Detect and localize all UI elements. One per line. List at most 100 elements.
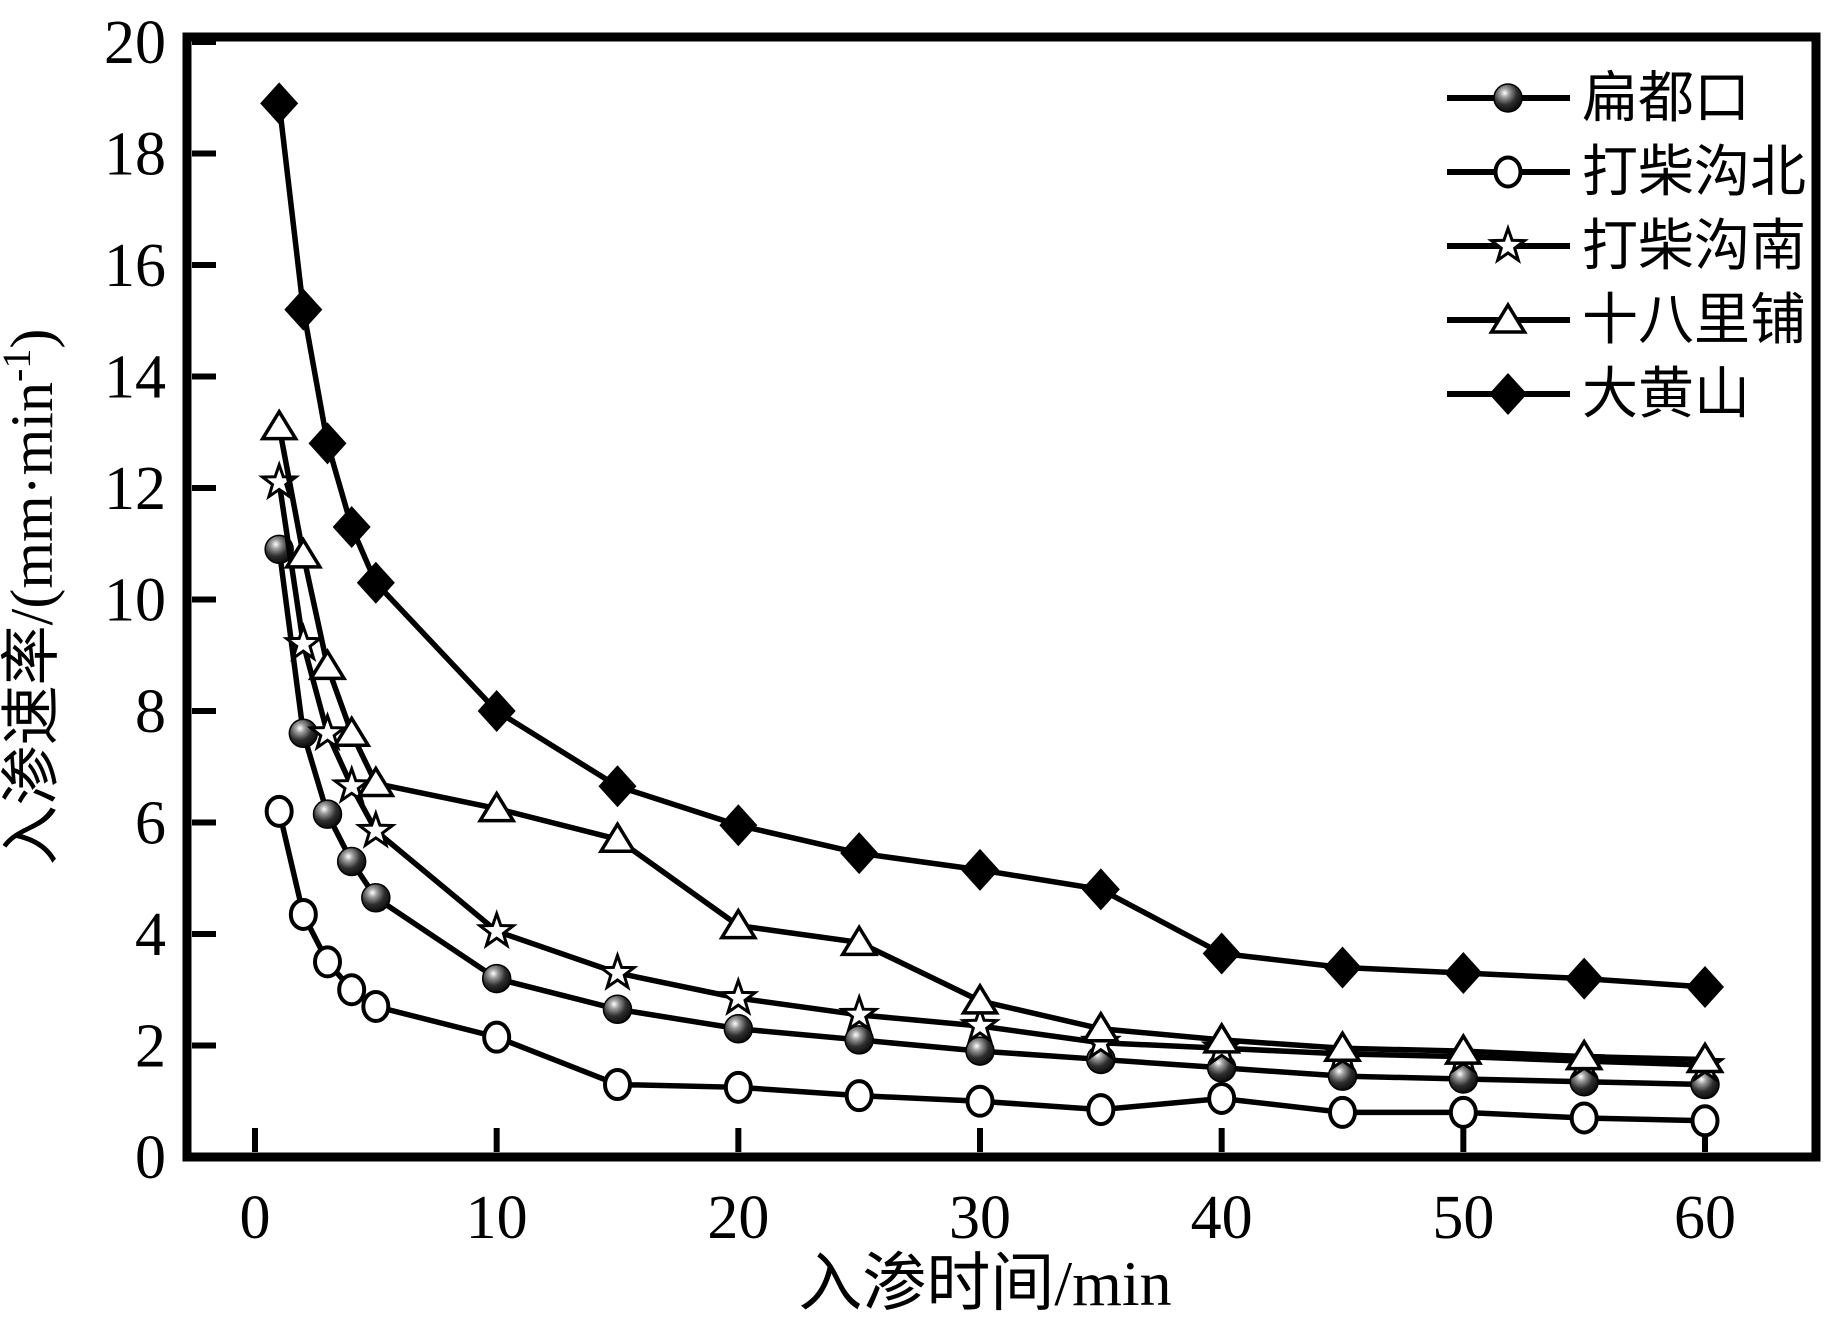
series-3-point <box>839 924 879 957</box>
x-tick-label: 10 <box>466 1184 528 1252</box>
legend-label: 打柴沟南 <box>1582 216 1806 278</box>
series-1-point <box>1569 1101 1599 1135</box>
series-3-point <box>1564 1038 1604 1071</box>
series-2-point <box>354 808 397 849</box>
series-3-point <box>718 907 758 940</box>
series-0-point <box>312 799 343 829</box>
series-4-point <box>308 422 347 465</box>
y-tick-label: 10 <box>104 567 166 635</box>
series-1-point <box>313 945 343 979</box>
series-group <box>258 82 1726 1138</box>
series-0-point <box>336 846 367 877</box>
series-1-point <box>1086 1093 1116 1127</box>
legend-marker-open-triangle <box>1488 301 1528 334</box>
series-1-point <box>1448 1095 1478 1129</box>
series-4-point <box>1323 946 1362 989</box>
plot-frame <box>182 32 1821 1162</box>
series-3-point <box>356 765 396 798</box>
y-tick-label: 14 <box>104 344 166 412</box>
series-4-point <box>719 804 758 847</box>
y-tick-label: 16 <box>104 232 166 300</box>
x-tick-label: 30 <box>949 1184 1011 1252</box>
series-line-2 <box>276 482 1706 1068</box>
series-line-1 <box>276 810 1706 1124</box>
series-0-point <box>723 1014 754 1044</box>
series-4-point <box>477 690 516 732</box>
legend-item-3: 十八里铺 <box>1447 290 1806 352</box>
series-1-point <box>337 973 367 1007</box>
series-2-point <box>717 976 760 1017</box>
series-3-point <box>1685 1041 1725 1074</box>
series-3-point <box>1081 1010 1121 1043</box>
series-2-point <box>475 909 518 950</box>
series-4-point <box>961 848 1000 891</box>
x-tick-label: 60 <box>1674 1184 1736 1252</box>
series-3-point <box>597 820 638 853</box>
series-0-point <box>361 883 391 913</box>
legend-item-2: 打柴沟南 <box>1447 216 1806 278</box>
legend-label: 大黄山 <box>1582 364 1750 426</box>
series-3-point <box>960 982 1000 1015</box>
x-axis-label: 入渗时间/min <box>798 1248 1171 1319</box>
series-3-point <box>283 536 323 569</box>
axis-ticks: 0 10 20 30 40 50 60 0 2 4 6 8 10 12 14 16 18 20 <box>104 9 1736 1252</box>
series-0-point <box>844 1025 874 1055</box>
series-1-point <box>1690 1104 1720 1138</box>
series-2-point <box>258 460 301 501</box>
series-line-0 <box>276 548 1706 1088</box>
legend-label: 扁都口 <box>1582 68 1750 130</box>
series-2-point <box>838 992 881 1033</box>
series-0-point <box>602 994 633 1025</box>
x-tick-label: 50 <box>1432 1184 1494 1252</box>
series-3-point <box>1202 1021 1242 1054</box>
series-3-point <box>307 648 348 681</box>
series-3-point <box>1443 1032 1483 1065</box>
series-4-point <box>356 561 395 604</box>
x-tick-label: 40 <box>1191 1184 1253 1252</box>
y-axis-label-main: 入渗速率/(mm·min <box>0 382 65 865</box>
series-0-point <box>965 1036 995 1066</box>
series-4-point <box>598 765 637 808</box>
series-0-point <box>288 718 319 749</box>
y-tick-label: 4 <box>135 901 166 969</box>
series-1-point <box>1328 1095 1358 1129</box>
y-tick-label: 2 <box>135 1013 166 1081</box>
series-2-point <box>306 711 349 752</box>
series-4-point <box>1565 957 1604 1000</box>
series-4-point <box>1686 965 1725 1008</box>
y-tick-label: 18 <box>104 121 166 189</box>
series-4-point <box>1444 952 1483 995</box>
y-axis-label-close: ) <box>0 329 65 349</box>
series-1-point <box>482 1020 512 1054</box>
series-1-point <box>723 1070 753 1104</box>
series-3-point <box>1322 1029 1363 1063</box>
series-2-point <box>282 622 325 663</box>
series-3-point <box>332 714 372 748</box>
series-2-point <box>959 1003 1001 1044</box>
x-tick-label: 0 <box>240 1184 271 1252</box>
series-4-point <box>1081 868 1120 911</box>
legend-item-0: 扁都口 <box>1447 68 1750 130</box>
series-1-point <box>1207 1081 1237 1115</box>
series-1-point <box>288 897 318 931</box>
y-axis-label-superscript: -1 <box>0 349 39 382</box>
x-tick-label: 20 <box>707 1184 769 1252</box>
series-4-point <box>840 832 879 875</box>
series-4-point <box>284 288 323 331</box>
legend-item-1: 打柴沟北 <box>1447 142 1806 204</box>
series-1-point <box>603 1068 633 1102</box>
series-1-point <box>264 794 294 828</box>
series-4-point <box>260 82 299 125</box>
legend-marker-open-circle <box>1493 155 1523 189</box>
series-2-point <box>596 950 639 991</box>
legend-marker-ball <box>1493 83 1523 113</box>
legend-label: 打柴沟北 <box>1582 142 1806 204</box>
series-4-point <box>332 506 371 549</box>
y-tick-label: 12 <box>104 455 166 523</box>
y-tick-label: 20 <box>104 9 166 77</box>
series-2-point <box>330 764 373 805</box>
legend-marker-open-star <box>1487 223 1529 264</box>
